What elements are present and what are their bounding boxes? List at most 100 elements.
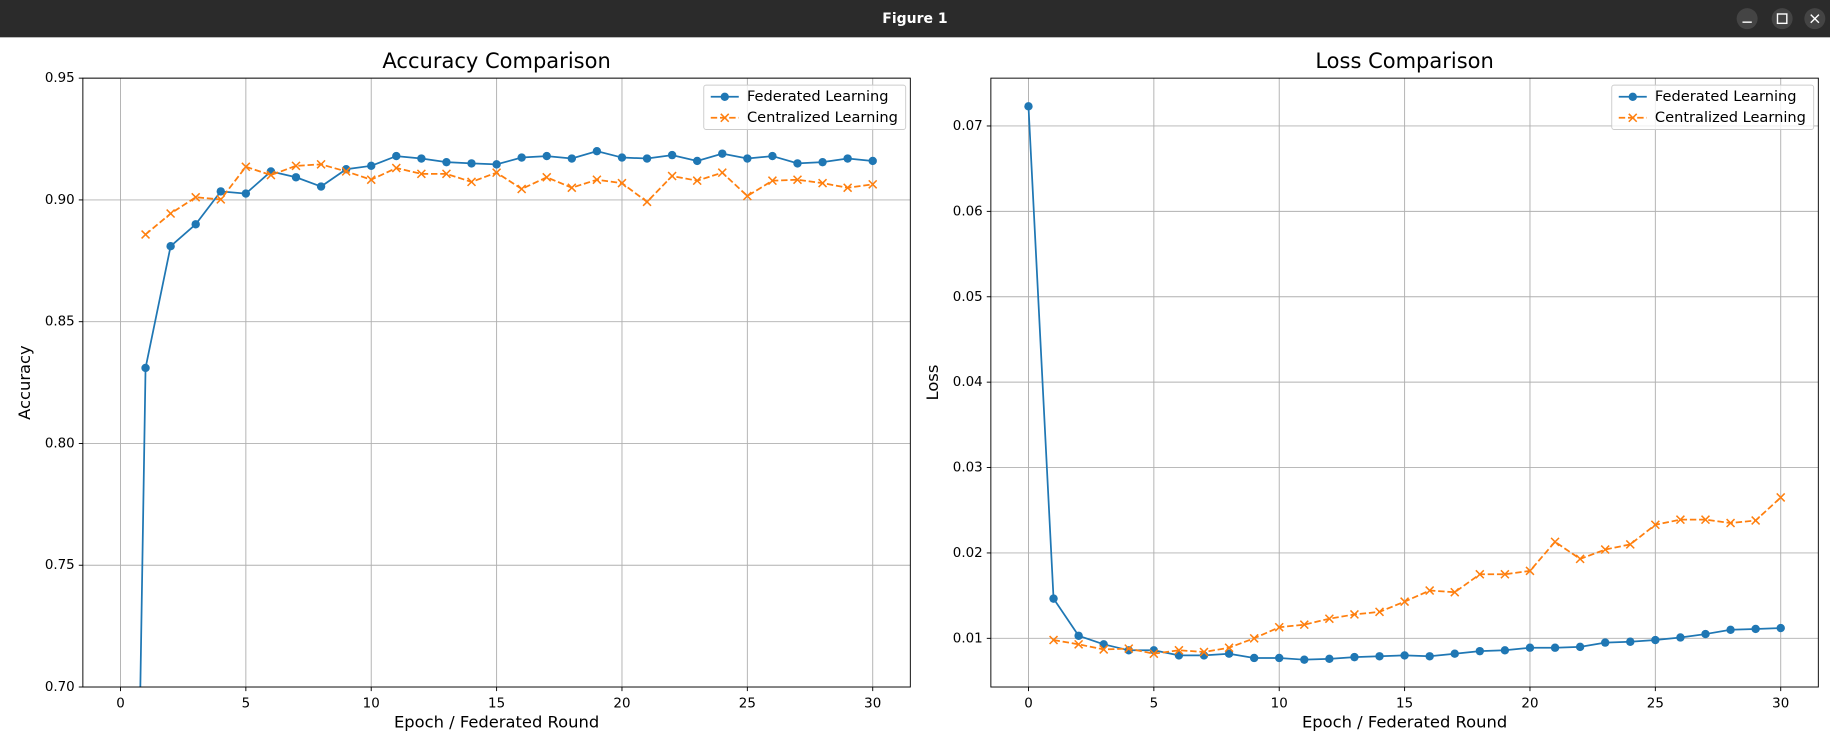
data-point (442, 157, 451, 167)
data-point (1475, 646, 1485, 656)
x-tick-label: 10 (363, 696, 380, 711)
window-title: Figure 1 (882, 11, 947, 27)
series-line (1053, 496, 1782, 655)
data-point (1626, 637, 1635, 646)
data-point (1776, 492, 1786, 502)
data-point (316, 182, 326, 191)
series-line (144, 163, 873, 236)
data-point (667, 171, 677, 181)
data-point (868, 156, 877, 166)
data-point (191, 192, 201, 202)
data-point (843, 154, 852, 163)
legend-marker (720, 92, 729, 102)
data-point (718, 149, 727, 158)
data-point (667, 150, 677, 160)
data-point (1651, 635, 1660, 645)
x-tick-label: 0 (116, 696, 125, 711)
data-point (818, 157, 827, 167)
minimize-button[interactable] (1736, 8, 1758, 30)
data-point (1224, 649, 1234, 658)
data-point (1375, 607, 1385, 617)
y-axis-label: Accuracy (15, 345, 34, 420)
data-point (1074, 631, 1083, 640)
chart-title: Loss Comparison (1315, 49, 1494, 73)
data-point (241, 189, 251, 198)
data-point (1124, 644, 1134, 654)
data-point (1751, 515, 1761, 525)
y-tick-label: 0.95 (45, 71, 75, 86)
x-tick-label: 15 (488, 696, 505, 711)
y-tick-label: 0.70 (45, 680, 75, 695)
data-point (642, 154, 652, 163)
legend: Federated Learning Centralized Learning (1611, 84, 1815, 130)
data-point (1701, 629, 1710, 639)
legend-label: Federated Learning (747, 88, 889, 105)
data-point (1149, 649, 1159, 659)
maximize-button[interactable] (1771, 8, 1793, 30)
data-point (1124, 646, 1133, 655)
y-tick-label: 0.90 (45, 193, 75, 208)
x-tick-label: 20 (1521, 696, 1538, 711)
data-point (216, 194, 226, 204)
data-point (141, 230, 151, 240)
data-point (1049, 594, 1058, 603)
data-point (1274, 622, 1284, 632)
data-point (291, 161, 301, 171)
data-point (1199, 647, 1209, 657)
data-point (1600, 638, 1610, 647)
chart: Loss Comparison Epoch / Federated Round Lo… (923, 49, 1819, 732)
data-point (1600, 545, 1610, 555)
legend-marker (1628, 92, 1637, 102)
title-bar (0, 0, 1830, 38)
data-point (542, 172, 552, 182)
data-point (467, 177, 477, 187)
data-point (717, 168, 727, 178)
x-tick-label: 15 (1396, 696, 1413, 711)
data-point (1726, 625, 1735, 634)
data-point (1550, 537, 1560, 547)
x-axis-label: Epoch / Federated Round (394, 713, 599, 732)
data-point (392, 151, 401, 161)
y-tick-label: 0.01 (953, 631, 983, 646)
data-point (542, 151, 551, 161)
data-point (843, 183, 853, 193)
data-point (792, 175, 802, 185)
data-point (1575, 554, 1585, 564)
axes-frame (990, 77, 1819, 688)
data-point (517, 153, 526, 162)
y-tick-label: 0.04 (953, 375, 983, 390)
data-point (1099, 644, 1109, 654)
data-point (767, 176, 777, 186)
data-point (1074, 639, 1084, 649)
data-point (1024, 102, 1033, 111)
y-tick-label: 0.02 (953, 546, 983, 561)
data-point (367, 161, 376, 171)
x-axis-label: Epoch / Federated Round (1302, 713, 1507, 732)
data-point (1425, 586, 1435, 596)
legend-label: Centralized Learning (1655, 109, 1806, 126)
data-point (1299, 620, 1309, 630)
data-point (141, 363, 150, 373)
close-button[interactable] (1804, 8, 1826, 30)
data-point (1650, 520, 1660, 530)
data-point (1300, 655, 1309, 664)
data-point (216, 187, 225, 196)
x-tick-label: 30 (1772, 696, 1789, 711)
legend-label: Centralized Learning (747, 109, 898, 126)
data-point (642, 197, 652, 207)
data-point (417, 154, 426, 163)
data-point (1475, 569, 1485, 579)
data-point (617, 178, 627, 188)
data-point (567, 154, 577, 163)
x-tick-label: 10 (1271, 696, 1288, 711)
data-point (1350, 652, 1359, 662)
y-tick-label: 0.85 (45, 315, 75, 330)
data-point (1625, 539, 1635, 549)
data-point (742, 191, 752, 201)
y-tick-label: 0.03 (953, 461, 983, 476)
y-tick-label: 0.07 (953, 119, 983, 134)
data-point (1049, 635, 1059, 645)
data-point (1776, 623, 1785, 633)
